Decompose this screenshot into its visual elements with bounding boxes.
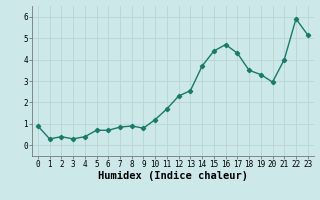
X-axis label: Humidex (Indice chaleur): Humidex (Indice chaleur) [98,171,248,181]
